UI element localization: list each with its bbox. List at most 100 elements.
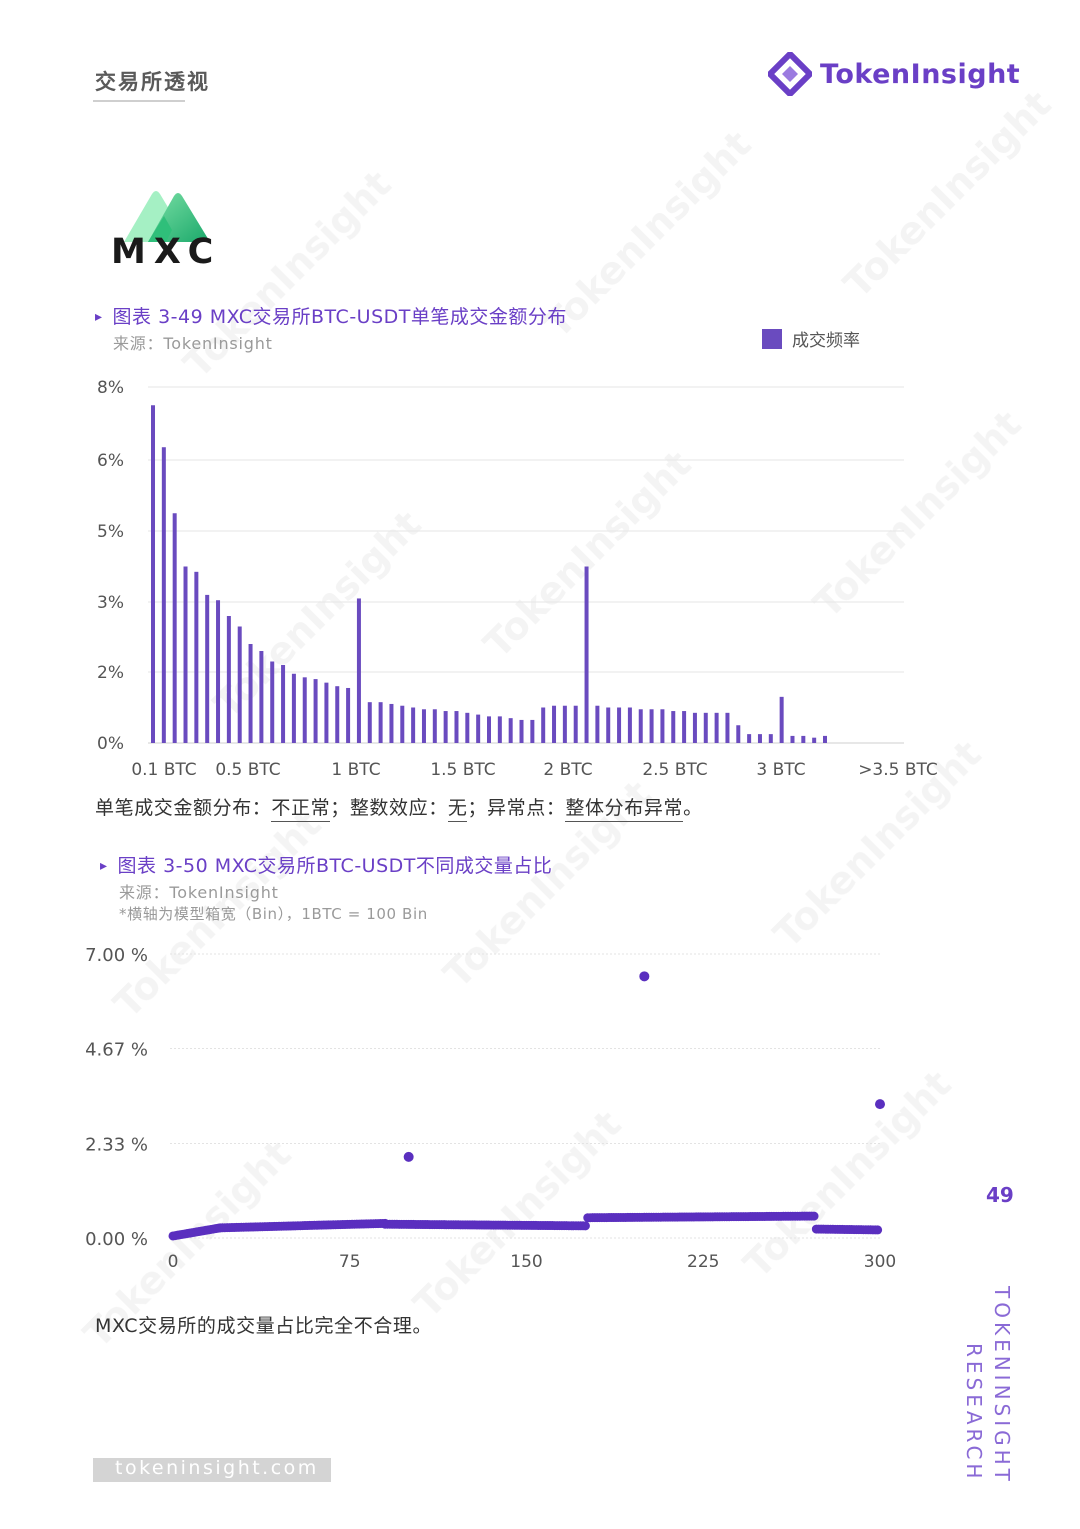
bar bbox=[335, 686, 339, 743]
bar bbox=[812, 738, 816, 743]
bar bbox=[639, 709, 643, 743]
bar bbox=[433, 709, 437, 743]
summary1-distribution-value: 不正常 bbox=[271, 797, 330, 822]
y-tick-label: 3% bbox=[97, 593, 124, 613]
bar bbox=[595, 706, 599, 743]
x-tick-label: 300 bbox=[864, 1252, 896, 1272]
side-label-research: RESEARCH bbox=[962, 1343, 986, 1482]
x-tick-label: 0.5 BTC bbox=[215, 760, 280, 780]
bar bbox=[173, 513, 177, 743]
section-underline bbox=[93, 100, 185, 102]
summary1-sep1: ；整数效应： bbox=[330, 797, 448, 819]
outlier-point bbox=[639, 971, 649, 981]
bar bbox=[324, 683, 328, 743]
bar bbox=[389, 704, 393, 743]
page-number: 49 bbox=[986, 1183, 1014, 1207]
figure2-title: 图表 3-50 MXC交易所BTC-USDT不同成交量占比 bbox=[100, 851, 552, 878]
bar bbox=[238, 627, 242, 744]
x-tick-label: 2 BTC bbox=[543, 760, 592, 780]
y-tick-label: 0.00 % bbox=[85, 1229, 148, 1250]
summary1: 单笔成交金额分布：不正常；整数效应：无；异常点：整体分布异常。 bbox=[95, 793, 703, 820]
bar bbox=[346, 688, 350, 743]
bar bbox=[270, 662, 274, 744]
summary1-prefix: 单笔成交金额分布： bbox=[95, 797, 271, 819]
x-tick-label: 225 bbox=[687, 1252, 719, 1272]
bar bbox=[704, 713, 708, 743]
y-tick-label: 7.00 % bbox=[85, 945, 148, 966]
bar bbox=[314, 679, 318, 743]
bar bbox=[194, 572, 198, 743]
bar bbox=[400, 706, 404, 743]
bar bbox=[259, 651, 263, 743]
y-tick-label: 2.33 % bbox=[85, 1134, 148, 1155]
bar bbox=[249, 644, 253, 743]
bar bbox=[823, 736, 827, 743]
summary2: MXC交易所的成交量占比完全不合理。 bbox=[95, 1311, 432, 1338]
bar bbox=[520, 720, 524, 743]
bar bbox=[671, 711, 675, 743]
bar bbox=[585, 567, 589, 744]
bar bbox=[162, 447, 166, 743]
tokeninsight-logo-icon bbox=[768, 52, 812, 96]
x-tick-label: >3.5 BTC bbox=[858, 760, 938, 780]
x-tick-label: 3 BTC bbox=[756, 760, 805, 780]
bar bbox=[357, 598, 361, 743]
bar bbox=[574, 706, 578, 743]
bar bbox=[780, 697, 784, 743]
bar bbox=[487, 716, 491, 743]
bar bbox=[715, 713, 719, 743]
y-tick-label: 0% bbox=[97, 734, 124, 754]
x-tick-label: 1 BTC bbox=[331, 760, 380, 780]
bar bbox=[617, 708, 621, 744]
bar bbox=[379, 702, 383, 743]
bar bbox=[758, 734, 762, 743]
summary1-end: 。 bbox=[683, 797, 703, 819]
bar bbox=[411, 708, 415, 744]
y-tick-label: 5% bbox=[97, 522, 124, 542]
figure1-legend: 成交频率 bbox=[762, 326, 860, 351]
x-tick-label: 0.1 BTC bbox=[131, 760, 196, 780]
y-tick-label: 2% bbox=[97, 663, 124, 683]
x-tick-label: 150 bbox=[510, 1252, 542, 1272]
bar bbox=[281, 665, 285, 743]
bar bbox=[422, 709, 426, 743]
bar bbox=[682, 711, 686, 743]
bar bbox=[184, 567, 188, 744]
legend-swatch bbox=[762, 329, 782, 349]
bar bbox=[736, 725, 740, 743]
bar bbox=[552, 706, 556, 743]
figure1-source: 来源：TokenInsight bbox=[113, 330, 273, 354]
x-tick-label: 75 bbox=[339, 1252, 361, 1272]
x-tick-label: 2.5 BTC bbox=[642, 760, 707, 780]
scatter-point bbox=[810, 1212, 819, 1221]
bar bbox=[563, 706, 567, 743]
outlier-point bbox=[404, 1152, 414, 1162]
footer-url[interactable]: tokeninsight.com bbox=[115, 1457, 319, 1479]
bar bbox=[292, 674, 296, 743]
figure2-note: *横轴为模型箱宽（Bin），1BTC = 100 Bin bbox=[119, 903, 428, 924]
brand-name: TokenInsight bbox=[820, 59, 1020, 90]
scatter-point bbox=[873, 1225, 882, 1234]
bar bbox=[227, 616, 231, 743]
scatter-chart: 0.00 %2.33 %4.67 %7.00 %075150225300 bbox=[0, 930, 1080, 1280]
figure1-title: 图表 3-49 MXC交易所BTC-USDT单笔成交金额分布 bbox=[95, 302, 567, 329]
bar bbox=[368, 702, 372, 743]
legend-label: 成交频率 bbox=[792, 326, 860, 351]
bar bbox=[205, 595, 209, 743]
svg-text:TokenInsight: TokenInsight bbox=[835, 82, 1059, 306]
figure2-source: 来源：TokenInsight bbox=[119, 879, 279, 903]
x-tick-label: 0 bbox=[168, 1252, 179, 1272]
svg-text:TokenInsight: TokenInsight bbox=[535, 122, 759, 346]
summary1-sep2: ；异常点： bbox=[467, 797, 565, 819]
scatter-point bbox=[581, 1221, 590, 1230]
bar bbox=[606, 708, 610, 744]
bar bbox=[801, 736, 805, 743]
bar bbox=[769, 734, 773, 743]
bar bbox=[509, 718, 513, 743]
mxc-wordmark: MXC bbox=[111, 232, 221, 272]
y-tick-label: 8% bbox=[97, 378, 124, 398]
summary1-anomaly-value: 整体分布异常 bbox=[565, 797, 683, 822]
bar bbox=[151, 405, 155, 743]
bar bbox=[747, 734, 751, 743]
bar bbox=[216, 600, 220, 743]
